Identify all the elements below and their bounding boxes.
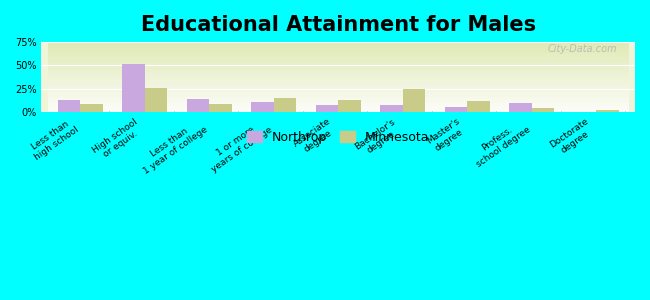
Bar	[122, 64, 145, 112]
Bar	[251, 102, 274, 112]
Text: City-Data.com: City-Data.com	[547, 44, 618, 54]
Bar	[596, 110, 619, 112]
Bar	[403, 89, 425, 112]
Title: Educational Attainment for Males: Educational Attainment for Males	[140, 15, 536, 35]
Bar	[445, 107, 467, 112]
Bar	[380, 105, 403, 112]
Bar	[58, 100, 80, 112]
Bar	[316, 105, 338, 112]
Bar	[187, 99, 209, 112]
Bar	[532, 108, 554, 112]
Bar	[274, 98, 296, 112]
Legend: Northrop, Minnesota: Northrop, Minnesota	[242, 126, 434, 149]
Bar	[338, 100, 361, 112]
Bar	[209, 103, 232, 112]
Bar	[145, 88, 167, 112]
Bar	[80, 103, 103, 112]
Bar	[509, 103, 532, 112]
Bar	[467, 101, 490, 112]
